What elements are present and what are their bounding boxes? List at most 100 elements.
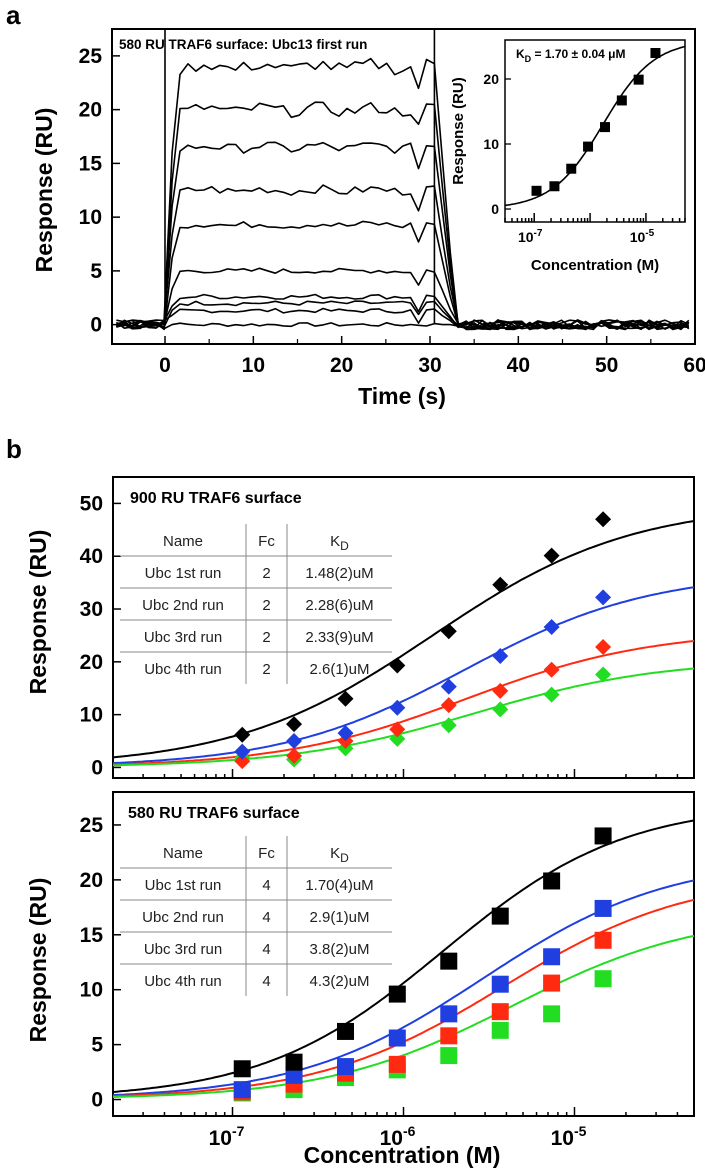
b-bottom-data-point — [388, 1055, 406, 1073]
panel-a-frame — [111, 28, 696, 345]
b-top-y-tick-label: 40 — [80, 545, 103, 568]
b-bottom-kd-symbol: K — [330, 845, 340, 862]
b-top-data-point — [595, 511, 612, 528]
inset-data-point — [633, 74, 644, 85]
panel-a-traces — [115, 29, 690, 331]
b-bottom-data-point — [491, 1003, 509, 1021]
sensorgram-trace — [116, 267, 690, 331]
b-bottom-x-tick-label: 10-6 — [380, 1123, 416, 1150]
panel-label-b: b — [6, 434, 22, 464]
b-bottom-y-tick-label: 10 — [80, 979, 103, 1002]
b-bottom-x-tick-exponent: -5 — [574, 1123, 587, 1139]
inset-x-tick-exponent: -7 — [534, 228, 543, 239]
inset-data-point — [583, 141, 594, 152]
inset-x-tick-exponent: -5 — [645, 228, 654, 239]
b-bottom-x-tick-base: 10 — [209, 1127, 232, 1150]
b-bottom-data-point — [594, 899, 612, 917]
b-top-data-point — [286, 733, 303, 750]
b-top-y-tick-label: 50 — [80, 492, 103, 515]
b-bottom-table-cell-kd: 1.70(4)uM — [305, 877, 373, 894]
b-top-table-header-name: Name — [163, 533, 203, 550]
b-bottom-data-point — [440, 1027, 458, 1045]
b-top-table-cell-kd: 1.48(2)uM — [305, 565, 373, 582]
sensorgram-trace — [116, 101, 690, 331]
b-top-y-tick-label: 20 — [80, 651, 103, 674]
b-bottom-data-point — [440, 952, 458, 970]
b-top-table-cell-name: Ubc 4th run — [144, 661, 222, 678]
b-top-data-point — [440, 717, 457, 734]
b-top-data-point — [543, 618, 560, 635]
panel-a-y-ticks: 0 5 10 15 20 25 — [79, 45, 120, 337]
b-top-data-point — [286, 716, 303, 733]
b-top-data-point — [492, 682, 509, 699]
b-top-data-point — [595, 639, 612, 656]
b-bottom-data-point — [543, 1005, 561, 1023]
b-bottom-data-point — [285, 1066, 303, 1084]
panel-b-top-plot-area: 0 10 20 30 40 50 — [80, 492, 695, 779]
b-top-data-point — [543, 686, 560, 703]
b-top-data-point — [337, 690, 354, 707]
a-x-tick-label: 0 — [159, 354, 171, 377]
b-bottom-fit-curve — [112, 819, 695, 1093]
b-top-data-point — [389, 730, 406, 747]
b-top-kd-subscript: D — [340, 539, 349, 553]
b-top-data-point — [234, 753, 251, 770]
panel-b-top-y-axis-label: Response (RU) — [25, 530, 51, 695]
inset-y-tick-label: 0 — [491, 201, 499, 217]
panel-b-bottom-y-axis-label: Response (RU) — [25, 878, 51, 1043]
b-bottom-table-cell-name: Ubc 3rd run — [144, 941, 222, 958]
b-top-table-cell-fc: 2 — [262, 629, 270, 646]
panel-a-x-axis-label: Time (s) — [358, 383, 446, 409]
b-top-table-cell-kd: 2.6(1)uM — [309, 661, 369, 678]
a-x-tick-label: 40 — [507, 354, 530, 377]
b-bottom-table-cell-fc: 4 — [262, 909, 270, 926]
b-bottom-data-point — [388, 1029, 406, 1047]
a-y-tick-label: 15 — [79, 152, 103, 175]
b-bottom-y-tick-label: 20 — [80, 869, 103, 892]
b-top-data-point — [492, 701, 509, 718]
b-top-table-cell-kd: 2.33(9)uM — [305, 629, 373, 646]
b-top-data-point — [543, 661, 560, 678]
b-bottom-data-point — [543, 948, 561, 966]
b-top-data-point — [389, 721, 406, 738]
b-bottom-data-point — [337, 1058, 355, 1076]
inset-x-tick-base: 10 — [518, 229, 534, 245]
b-bottom-data-point — [440, 1005, 458, 1023]
a-x-tick-label: 20 — [330, 354, 353, 377]
b-top-data-point — [234, 743, 251, 760]
inset-data-point — [600, 122, 611, 133]
b-top-data-point — [440, 697, 457, 714]
b-bottom-x-tick-base: 10 — [380, 1127, 403, 1150]
b-top-fit-curve — [112, 520, 695, 759]
b-top-data-point — [595, 666, 612, 683]
b-top-data-point — [234, 726, 251, 743]
b-bottom-data-point — [594, 931, 612, 949]
sensorgram-trace — [115, 293, 689, 330]
b-bottom-table-header-fc: Fc — [258, 845, 275, 862]
panel-b-bottom-kd-table: Name Fc KD Ubc 1st run 4 1.70(4)uM Ubc 2nd run… — [120, 836, 392, 996]
a-y-tick-label: 10 — [79, 206, 102, 229]
panel-a-title: 580 RU TRAF6 surface: Ubc13 first run — [119, 37, 367, 52]
b-top-data-point — [389, 657, 406, 674]
b-bottom-table-cell-fc: 4 — [262, 973, 270, 990]
b-bottom-y-tick-label: 25 — [80, 814, 104, 837]
b-bottom-x-tick-base: 10 — [551, 1127, 574, 1150]
b-bottom-table-cell-kd: 2.9(1)uM — [309, 909, 369, 926]
sensorgram-trace — [116, 57, 690, 330]
b-bottom-x-tick-exponent: -6 — [403, 1123, 416, 1139]
b-top-y-tick-label: 30 — [80, 598, 103, 621]
inset-y-axis-label: Response (RU) — [450, 77, 467, 185]
b-top-table-cell-kd: 2.28(6)uM — [305, 597, 373, 614]
b-top-table-cell-fc: 2 — [262, 597, 270, 614]
inset-data-point — [531, 185, 542, 196]
b-bottom-data-point — [594, 827, 612, 845]
b-top-kd-symbol: K — [330, 533, 340, 550]
b-top-fit-curve — [112, 640, 695, 766]
b-bottom-kd-subscript: D — [340, 851, 349, 865]
b-top-data-point — [337, 725, 354, 742]
b-top-data-point — [286, 747, 303, 764]
